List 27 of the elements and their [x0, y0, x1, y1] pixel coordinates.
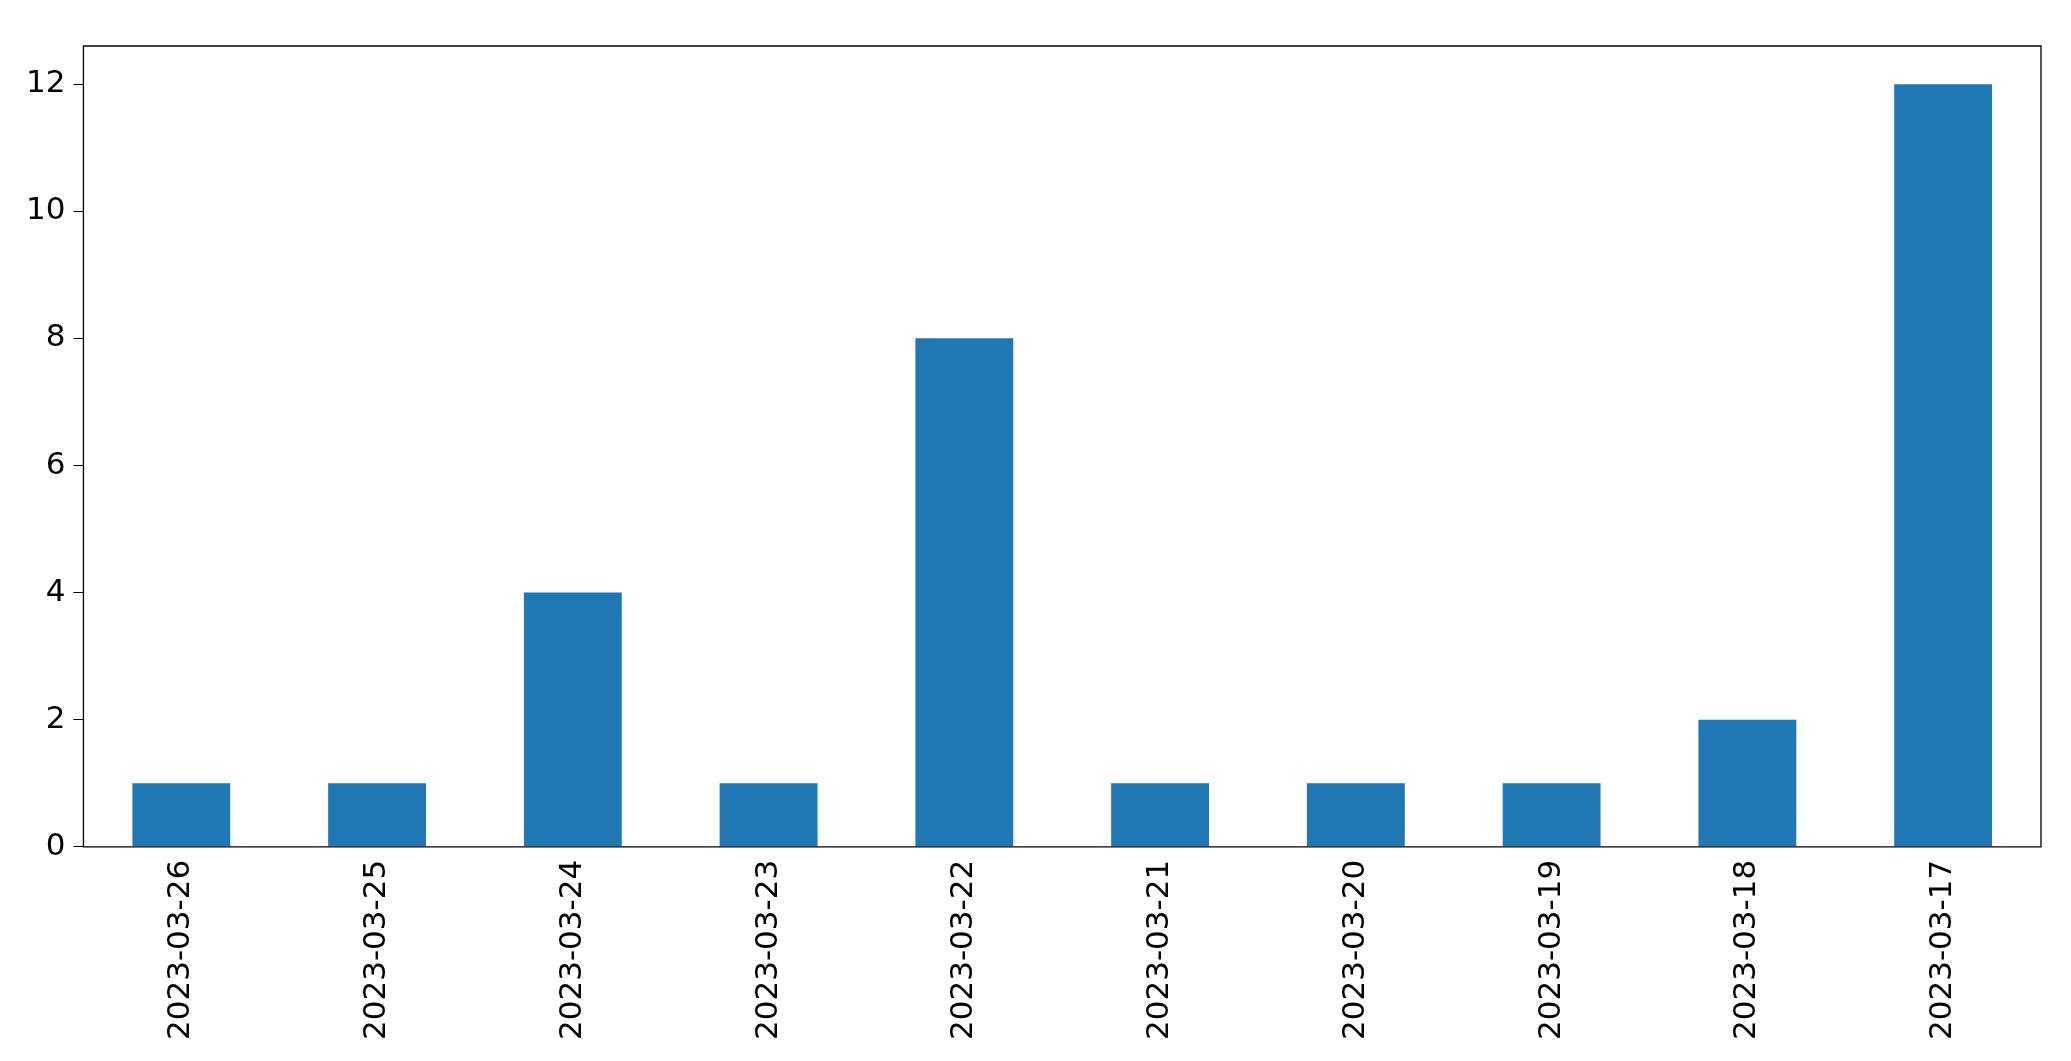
bar — [1894, 84, 1993, 847]
y-tick-label: 4 — [45, 571, 66, 608]
y-tick-label: 0 — [45, 825, 66, 862]
x-tick-label: 2023-03-18 — [1726, 859, 1763, 1041]
y-tick-label: 6 — [45, 444, 66, 481]
y-tick-label: 10 — [25, 190, 66, 227]
x-tick-label: 2023-03-23 — [747, 859, 784, 1041]
x-tick-label: 2023-03-19 — [1530, 859, 1567, 1041]
bar — [523, 592, 622, 847]
bar — [328, 783, 427, 847]
x-tick-label: 2023-03-21 — [1139, 859, 1176, 1041]
x-tick-label: 2023-03-22 — [943, 859, 980, 1041]
y-tick-label: 12 — [25, 63, 66, 100]
y-tick-label: 2 — [45, 698, 66, 735]
bar — [1306, 783, 1405, 847]
x-tick-label: 2023-03-24 — [551, 859, 588, 1041]
x-tick-label: 2023-03-26 — [160, 859, 197, 1041]
bar — [132, 783, 231, 847]
x-tick-label: 2023-03-25 — [356, 859, 393, 1041]
bar — [915, 338, 1014, 847]
bar — [719, 783, 818, 847]
x-tick-label: 2023-03-17 — [1922, 859, 1959, 1041]
x-tick-label: 2023-03-20 — [1334, 859, 1371, 1041]
y-tick-label: 8 — [45, 317, 66, 354]
bar — [1502, 783, 1601, 847]
bar — [1698, 719, 1797, 847]
bar — [1111, 783, 1210, 847]
